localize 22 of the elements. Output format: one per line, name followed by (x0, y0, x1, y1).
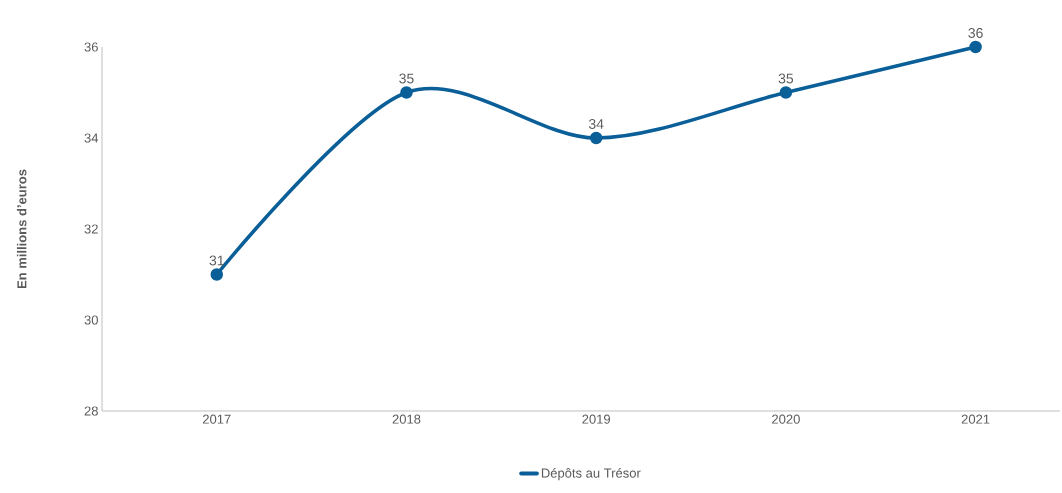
point (589, 131, 603, 145)
x-tick-label: 2018 (392, 414, 421, 424)
y-axis-title: En millions d’euros (16, 169, 27, 289)
data-label: 36 (968, 28, 983, 38)
data-label: 34 (588, 119, 604, 129)
x-tick-label: 2021 (961, 414, 990, 424)
point (969, 40, 982, 54)
point (210, 268, 224, 281)
y-tick-label: 30 (84, 315, 98, 325)
data-label: 31 (209, 255, 224, 266)
y-tick-label: 32 (84, 224, 98, 234)
legend-label: Dépôts au Trésor (541, 467, 641, 481)
x-tick-label: 2020 (772, 414, 800, 424)
point (779, 86, 793, 99)
y-tick-label: 28 (84, 406, 98, 416)
data-label: 35 (399, 73, 414, 84)
x-tick-label: 2017 (202, 414, 231, 424)
y-tick-label: 34 (84, 133, 99, 143)
data-label: 35 (778, 73, 794, 84)
y-tick-label: 36 (84, 42, 98, 52)
x-tick-label: 2019 (582, 414, 611, 424)
point (400, 86, 413, 99)
